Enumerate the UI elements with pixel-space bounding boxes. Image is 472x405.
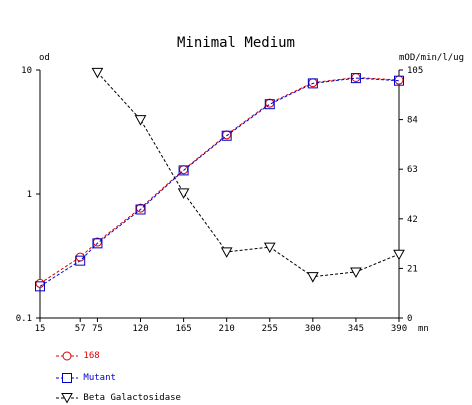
x-tick-label: 120 [132,324,148,334]
right-tick-label: 63 [407,165,418,175]
data-point-mutant [221,130,232,141]
legend-label-mutant: Mutant [83,373,116,383]
data-point-mutant [178,165,189,176]
axes: 0.1 1 10 0 21 42 63 84 105 15 57 75 120 165 210 255 300 3… [16,66,424,334]
right-tick-label: 21 [407,264,418,274]
left-tick-label: 1 [27,190,32,200]
data-point-beta-galactosidase [220,247,233,258]
data-point-mutant [35,281,45,292]
square-marker-icon [56,373,78,383]
data-point-mutant [307,78,318,89]
legend-label-168: 168 [83,351,100,361]
legend-item-mutant: Mutant [56,372,116,384]
data-point-mutant [75,255,86,266]
data-point-beta-galactosidase [306,272,319,283]
x-tick-label: 210 [219,324,235,334]
series-line-beta-galactosidase [97,72,400,278]
data-point-beta-galactosidase [263,242,276,254]
right-axis-label: mOD/min/l/ug [399,53,464,63]
right-tick-label: 84 [407,116,418,126]
right-tick-label: 105 [407,66,423,76]
series-168 [35,72,404,288]
data-point-168 [351,72,361,82]
legend-item-168: 168 [56,350,100,362]
x-tick-label: 300 [305,324,321,334]
data-point-beta-galactosidase [177,188,190,199]
data-point-beta-galactosidase [134,115,147,126]
x-tick-label: 75 [92,324,103,334]
data-point-beta-galactosidase [393,249,405,261]
legend-item-beta-galactosidase: Beta Galactosidase [56,392,181,404]
series-line-168 [39,76,400,284]
x-tick-label: 15 [35,324,46,334]
triangle-marker-icon [56,393,78,404]
left-axis-label: od [39,53,50,63]
series-beta-galactosidase [91,67,405,283]
right-tick-label: 0 [407,314,412,324]
chart-title: Minimal Medium [177,35,295,51]
data-point-beta-galactosidase [350,267,362,278]
series-layer [35,67,405,292]
right-tick-label: 42 [407,215,418,225]
series-mutant [35,73,404,292]
series-line-mutant [39,77,400,287]
left-tick-label: 10 [21,66,32,76]
data-point-mutant [394,75,404,86]
data-point-beta-galactosidase [91,67,104,79]
x-tick-label: 165 [175,324,191,334]
legend-label-beta-galactosidase: Beta Galactosidase [83,393,181,403]
left-tick-label: 0.1 [16,314,32,324]
data-point-mutant [92,238,103,249]
x-tick-label: 57 [75,324,86,334]
data-point-mutant [350,73,361,84]
data-point-mutant [264,99,275,110]
circle-marker-icon [56,351,78,361]
data-point-168 [75,252,85,262]
x-axis-unit: mn [418,324,429,334]
x-tick-label: 255 [262,324,278,334]
x-tick-label: 345 [348,324,364,334]
data-point-168 [308,78,318,88]
data-point-mutant [135,204,146,215]
x-tick-label: 390 [391,324,407,334]
